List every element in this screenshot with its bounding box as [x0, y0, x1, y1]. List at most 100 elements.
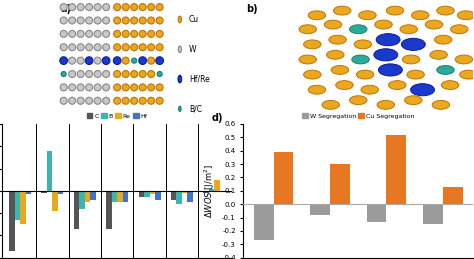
Circle shape: [122, 97, 129, 104]
Circle shape: [122, 84, 129, 91]
Circle shape: [77, 84, 84, 91]
Circle shape: [389, 81, 406, 90]
Bar: [254, 204, 273, 240]
Bar: [149, 191, 155, 194]
Circle shape: [178, 16, 182, 23]
Circle shape: [60, 4, 67, 11]
Circle shape: [402, 55, 420, 64]
Circle shape: [336, 81, 353, 90]
Bar: [42, 191, 47, 193]
Circle shape: [61, 71, 66, 77]
Circle shape: [324, 20, 342, 29]
Circle shape: [77, 17, 84, 24]
Circle shape: [94, 97, 101, 104]
Circle shape: [308, 85, 326, 94]
Bar: [106, 191, 112, 229]
Circle shape: [432, 100, 450, 109]
Circle shape: [139, 97, 146, 104]
Circle shape: [69, 30, 76, 37]
Circle shape: [103, 44, 109, 51]
Circle shape: [94, 84, 101, 91]
Circle shape: [69, 70, 76, 77]
Circle shape: [132, 58, 137, 63]
Circle shape: [156, 4, 163, 11]
Circle shape: [131, 17, 137, 24]
Circle shape: [139, 57, 146, 64]
Circle shape: [441, 81, 459, 90]
Circle shape: [457, 11, 474, 20]
Circle shape: [69, 44, 76, 51]
Bar: [187, 191, 193, 202]
Circle shape: [322, 100, 339, 109]
Text: B/C: B/C: [189, 104, 202, 113]
Bar: [144, 191, 149, 198]
Bar: [330, 164, 350, 204]
Circle shape: [178, 75, 182, 83]
Circle shape: [103, 4, 109, 11]
Bar: [53, 191, 58, 211]
Circle shape: [131, 97, 137, 104]
Circle shape: [374, 49, 398, 61]
Circle shape: [148, 17, 155, 24]
Circle shape: [122, 17, 129, 24]
Bar: [182, 191, 187, 193]
Text: a): a): [60, 4, 71, 14]
Circle shape: [410, 84, 435, 96]
Circle shape: [102, 57, 110, 64]
Circle shape: [131, 44, 137, 51]
Bar: [15, 191, 20, 220]
Circle shape: [60, 17, 67, 24]
Circle shape: [69, 4, 76, 11]
Circle shape: [139, 17, 146, 24]
Circle shape: [103, 97, 109, 104]
Bar: [117, 191, 123, 202]
Circle shape: [349, 25, 367, 34]
Circle shape: [85, 57, 93, 64]
Bar: [74, 191, 79, 229]
Bar: [209, 189, 214, 191]
Circle shape: [94, 44, 101, 51]
Circle shape: [148, 97, 155, 104]
Circle shape: [86, 97, 92, 104]
Circle shape: [122, 4, 129, 11]
Legend: C, B, Re, Hf: C, B, Re, Hf: [84, 111, 150, 121]
Circle shape: [304, 70, 321, 79]
Legend: W Segregation, Cu Segregation: W Segregation, Cu Segregation: [300, 111, 417, 121]
Circle shape: [148, 30, 155, 37]
Bar: [203, 191, 209, 193]
Circle shape: [407, 70, 424, 79]
Circle shape: [122, 70, 129, 77]
Circle shape: [94, 57, 101, 64]
Circle shape: [308, 11, 326, 20]
Circle shape: [131, 70, 137, 77]
Circle shape: [114, 17, 121, 24]
Circle shape: [103, 70, 109, 77]
Bar: [367, 204, 386, 222]
Bar: [443, 187, 463, 204]
Circle shape: [331, 66, 348, 74]
Circle shape: [131, 84, 137, 91]
Circle shape: [114, 30, 121, 37]
Bar: [20, 191, 26, 224]
Circle shape: [425, 20, 443, 29]
Circle shape: [411, 11, 429, 20]
Circle shape: [430, 51, 447, 59]
Circle shape: [131, 4, 137, 11]
Circle shape: [94, 30, 101, 37]
Bar: [85, 191, 91, 202]
Circle shape: [94, 70, 101, 77]
Circle shape: [86, 70, 92, 77]
Circle shape: [122, 57, 129, 64]
Circle shape: [103, 84, 109, 91]
Circle shape: [460, 70, 474, 79]
Text: Cu: Cu: [189, 15, 199, 24]
Circle shape: [327, 51, 344, 59]
Circle shape: [60, 30, 67, 37]
Circle shape: [131, 30, 137, 37]
Circle shape: [69, 57, 76, 64]
Circle shape: [156, 57, 164, 64]
Circle shape: [86, 84, 92, 91]
Circle shape: [122, 30, 129, 37]
Circle shape: [139, 30, 146, 37]
Circle shape: [114, 97, 121, 104]
